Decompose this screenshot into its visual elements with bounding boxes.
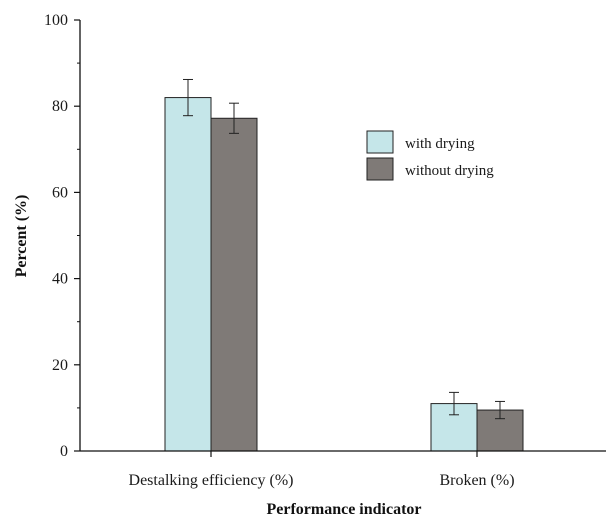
y-tick-label-80: 80 (52, 98, 68, 115)
x-tick-label-1: Broken (%) (439, 472, 514, 489)
bar-without-drying-0 (210, 117, 258, 452)
axes-group: 0 20 40 60 80 100 Destalking efficiency (%) Bro… (44, 12, 606, 489)
y-tick-label-40: 40 (52, 271, 68, 288)
bar-with-drying-0 (164, 97, 212, 452)
legend-swatch-with-drying (366, 130, 394, 154)
error-bars-group (183, 78, 505, 420)
y-axis-title: Percent (%) (13, 195, 30, 278)
bar-without-drying-1 (476, 409, 524, 452)
legend-label-with-drying: with drying (405, 136, 475, 152)
y-tick-label-0: 0 (60, 443, 68, 460)
legend: with drying without drying (366, 130, 494, 181)
x-tick-label-0: Destalking efficiency (%) (129, 472, 294, 489)
y-tick-label-60: 60 (52, 184, 68, 201)
bars-group (164, 97, 524, 452)
x-axis-title: Performance indicator (266, 501, 421, 517)
legend-label-without-drying: without drying (405, 163, 494, 179)
legend-swatch-without-drying (366, 157, 394, 181)
y-tick-label-20: 20 (52, 357, 68, 374)
y-tick-label-100: 100 (44, 12, 68, 29)
